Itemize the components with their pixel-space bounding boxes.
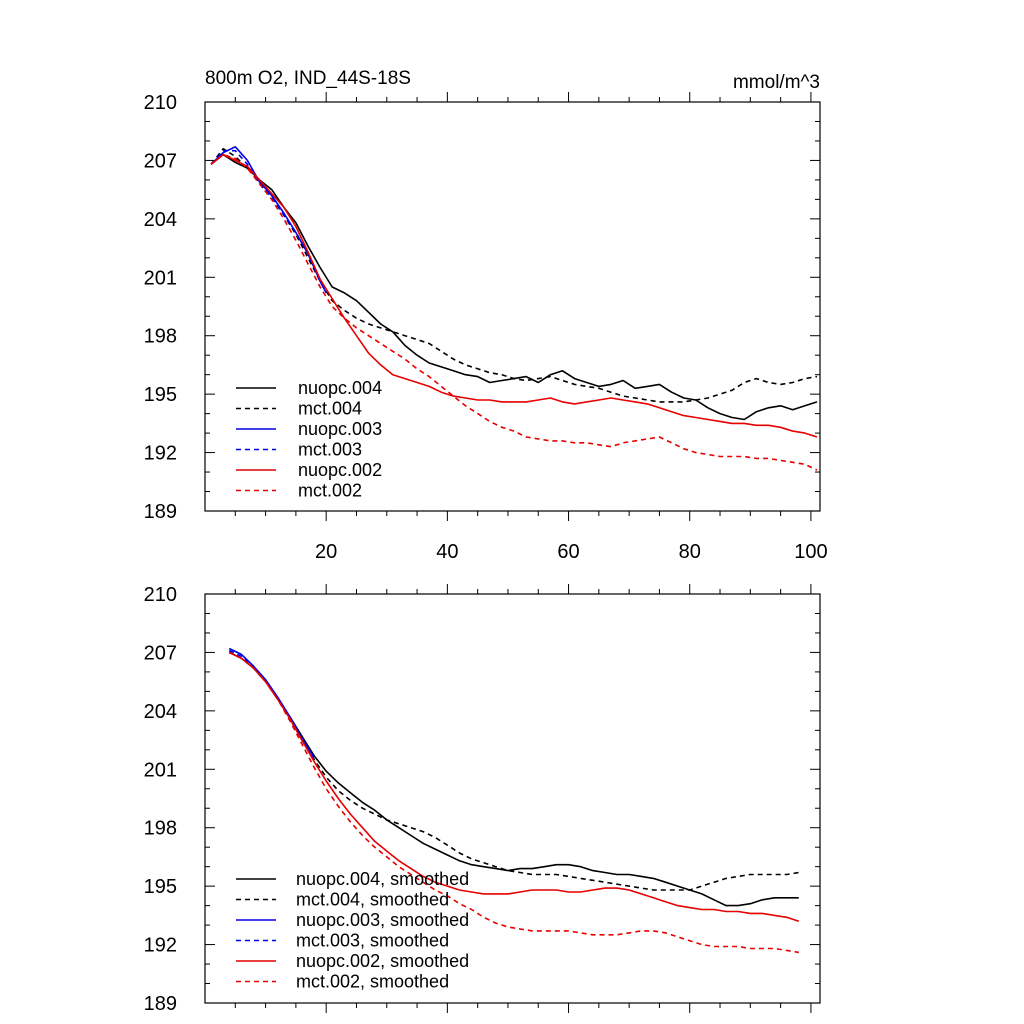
legend-entry: mct.002 <box>298 481 362 501</box>
series-line-0 <box>228 651 799 907</box>
legend-entry: mct.002, smoothed <box>296 972 449 992</box>
legend-entry: mct.003, smoothed <box>296 931 449 951</box>
legend-entry: mct.004 <box>298 399 362 419</box>
y-tick-label: 201 <box>144 759 177 781</box>
legend-entry: mct.004, smoothed <box>296 890 449 910</box>
y-tick-label: 189 <box>144 993 177 1015</box>
y-tick-label: 192 <box>144 443 177 465</box>
chart-title: 800m O2, IND_44S-18S <box>205 68 411 89</box>
series-line-2 <box>210 146 327 294</box>
y-tick-label: 198 <box>144 818 177 840</box>
series-line-4 <box>210 153 818 438</box>
y-tick-label: 195 <box>144 384 177 406</box>
x-tick-label: 20 <box>315 541 337 563</box>
y-tick-label: 189 <box>144 501 177 523</box>
y-tick-label: 204 <box>144 701 177 723</box>
series-line-4 <box>228 651 800 922</box>
legend-entry: nuopc.003 <box>298 419 382 439</box>
bottom-panel: 189 192 195 198 201 204 207 210 nuopc.004, smoot… <box>144 584 821 1015</box>
series-line-1 <box>228 651 799 891</box>
legend-entry: mct.003 <box>298 440 362 460</box>
y-tick-label: 204 <box>144 209 177 231</box>
y-tick-label: 201 <box>144 267 177 289</box>
x-tick-label: 80 <box>679 541 701 563</box>
series-line-1 <box>210 147 818 403</box>
units-label: mmol/m^3 <box>733 72 820 93</box>
plot-frame <box>204 593 821 1004</box>
top-panel: 189 192 195 198 201 204 207 210 20 40 60 80 100 800m … <box>144 68 828 563</box>
x-tick-label: 100 <box>794 541 827 563</box>
legend-entry: nuopc.002 <box>298 460 382 480</box>
legend-entry: nuopc.004, smoothed <box>296 869 469 889</box>
series-line-2 <box>228 647 315 759</box>
legend-entry: nuopc.002, smoothed <box>296 951 469 971</box>
y-tick-label: 210 <box>144 584 177 606</box>
series-line-3 <box>210 149 327 294</box>
y-tick-label: 195 <box>144 876 177 898</box>
legend-entry: nuopc.003, smoothed <box>296 910 469 930</box>
series-line-5 <box>228 651 799 954</box>
y-tick-label: 192 <box>144 935 177 957</box>
plot-frame <box>204 101 821 512</box>
x-tick-label: 60 <box>557 541 579 563</box>
y-tick-label: 207 <box>144 150 177 172</box>
x-tick-label: 40 <box>436 541 458 563</box>
y-tick-label: 198 <box>144 326 177 348</box>
y-tick-label: 207 <box>144 642 177 664</box>
series-line-5 <box>210 153 818 471</box>
legend-entry: nuopc.004 <box>298 378 382 398</box>
y-tick-label: 210 <box>144 92 177 114</box>
